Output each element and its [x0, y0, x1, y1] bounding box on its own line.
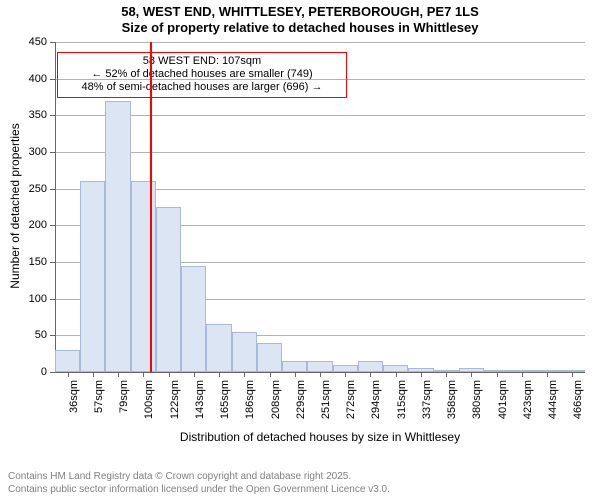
x-tick-label: 272sqm: [345, 380, 357, 430]
x-tick-label: 229sqm: [295, 380, 307, 430]
histogram-bar: [181, 266, 206, 372]
histogram-bar: [55, 350, 80, 372]
histogram-bar: [333, 365, 358, 372]
histogram-bar: [358, 361, 383, 372]
x-tick: [169, 372, 170, 377]
y-gridline: [55, 42, 585, 43]
y-tick: [50, 42, 55, 43]
x-tick: [421, 372, 422, 377]
y-tick: [50, 189, 55, 190]
y-tick: [50, 372, 55, 373]
x-tick: [68, 372, 69, 377]
y-tick: [50, 225, 55, 226]
y-tick-label: 50: [0, 329, 47, 341]
x-axis-title: Distribution of detached houses by size …: [55, 430, 585, 444]
x-tick: [93, 372, 94, 377]
x-tick-label: 444sqm: [547, 380, 559, 430]
y-axis-title: Number of detached properties: [8, 106, 22, 306]
y-tick-label: 450: [0, 36, 47, 48]
x-tick-label: 315sqm: [396, 380, 408, 430]
x-tick-label: 122sqm: [169, 380, 181, 430]
y-tick: [50, 335, 55, 336]
y-tick: [50, 115, 55, 116]
annotation-line-1: 58 WEST END: 107sqm: [64, 55, 340, 68]
x-tick: [219, 372, 220, 377]
x-tick: [345, 372, 346, 377]
x-tick: [396, 372, 397, 377]
x-tick: [572, 372, 573, 377]
y-tick: [50, 79, 55, 80]
x-tick: [547, 372, 548, 377]
y-tick: [50, 152, 55, 153]
x-tick-label: 79sqm: [118, 380, 130, 430]
annotation-line-3: 48% of semi-detached houses are larger (…: [64, 81, 340, 94]
y-tick: [50, 262, 55, 263]
x-tick: [295, 372, 296, 377]
x-tick: [497, 372, 498, 377]
histogram-bar: [156, 207, 181, 372]
histogram-bar: [232, 332, 257, 372]
x-tick: [194, 372, 195, 377]
annotation-box: 58 WEST END: 107sqm ← 52% of detached ho…: [57, 52, 347, 98]
x-tick-label: 358sqm: [446, 380, 458, 430]
x-tick-label: 186sqm: [244, 380, 256, 430]
x-tick-label: 143sqm: [194, 380, 206, 430]
y-tick-label: 0: [0, 366, 47, 378]
x-tick: [320, 372, 321, 377]
x-tick-label: 251sqm: [320, 380, 332, 430]
y-tick-label: 300: [0, 146, 47, 158]
x-tick-label: 294sqm: [370, 380, 382, 430]
title-line-2: Size of property relative to detached ho…: [0, 20, 600, 36]
y-tick-label: 250: [0, 183, 47, 195]
footer-text: Contains HM Land Registry data © Crown c…: [8, 471, 390, 496]
histogram-bar: [383, 365, 408, 372]
y-tick-label: 150: [0, 256, 47, 268]
x-tick-label: 57sqm: [93, 380, 105, 430]
y-tick-label: 400: [0, 73, 47, 85]
chart-title: 58, WEST END, WHITTLESEY, PETERBOROUGH, …: [0, 4, 600, 35]
y-axis-line: [55, 42, 56, 372]
footer-line-2: Contains public sector information licen…: [8, 484, 390, 497]
histogram-bar: [131, 181, 156, 372]
y-tick-label: 100: [0, 293, 47, 305]
y-gridline: [55, 79, 585, 80]
x-tick-label: 466sqm: [572, 380, 584, 430]
x-tick-label: 36sqm: [68, 380, 80, 430]
x-tick-label: 423sqm: [522, 380, 534, 430]
histogram-bar: [80, 181, 105, 372]
x-tick-label: 401sqm: [497, 380, 509, 430]
x-tick: [471, 372, 472, 377]
x-tick: [270, 372, 271, 377]
x-tick-label: 337sqm: [421, 380, 433, 430]
chart-container: 58, WEST END, WHITTLESEY, PETERBOROUGH, …: [0, 0, 600, 500]
histogram-bar: [257, 343, 282, 372]
x-tick: [370, 372, 371, 377]
histogram-bar: [206, 324, 231, 372]
y-tick-label: 350: [0, 109, 47, 121]
histogram-bar: [105, 101, 130, 372]
x-tick-label: 165sqm: [219, 380, 231, 430]
x-tick-label: 208sqm: [270, 380, 282, 430]
y-tick: [50, 299, 55, 300]
x-tick: [446, 372, 447, 377]
x-tick: [244, 372, 245, 377]
footer-line-1: Contains HM Land Registry data © Crown c…: [8, 471, 390, 484]
histogram-bar: [307, 361, 332, 372]
histogram-bar: [282, 361, 307, 372]
x-tick: [118, 372, 119, 377]
x-tick-label: 380sqm: [471, 380, 483, 430]
y-tick-label: 200: [0, 219, 47, 231]
x-tick: [143, 372, 144, 377]
x-tick: [522, 372, 523, 377]
y-gridline: [55, 115, 585, 116]
x-tick-label: 100sqm: [143, 380, 155, 430]
title-line-1: 58, WEST END, WHITTLESEY, PETERBOROUGH, …: [0, 4, 600, 20]
reference-line: [150, 42, 152, 372]
y-gridline: [55, 152, 585, 153]
